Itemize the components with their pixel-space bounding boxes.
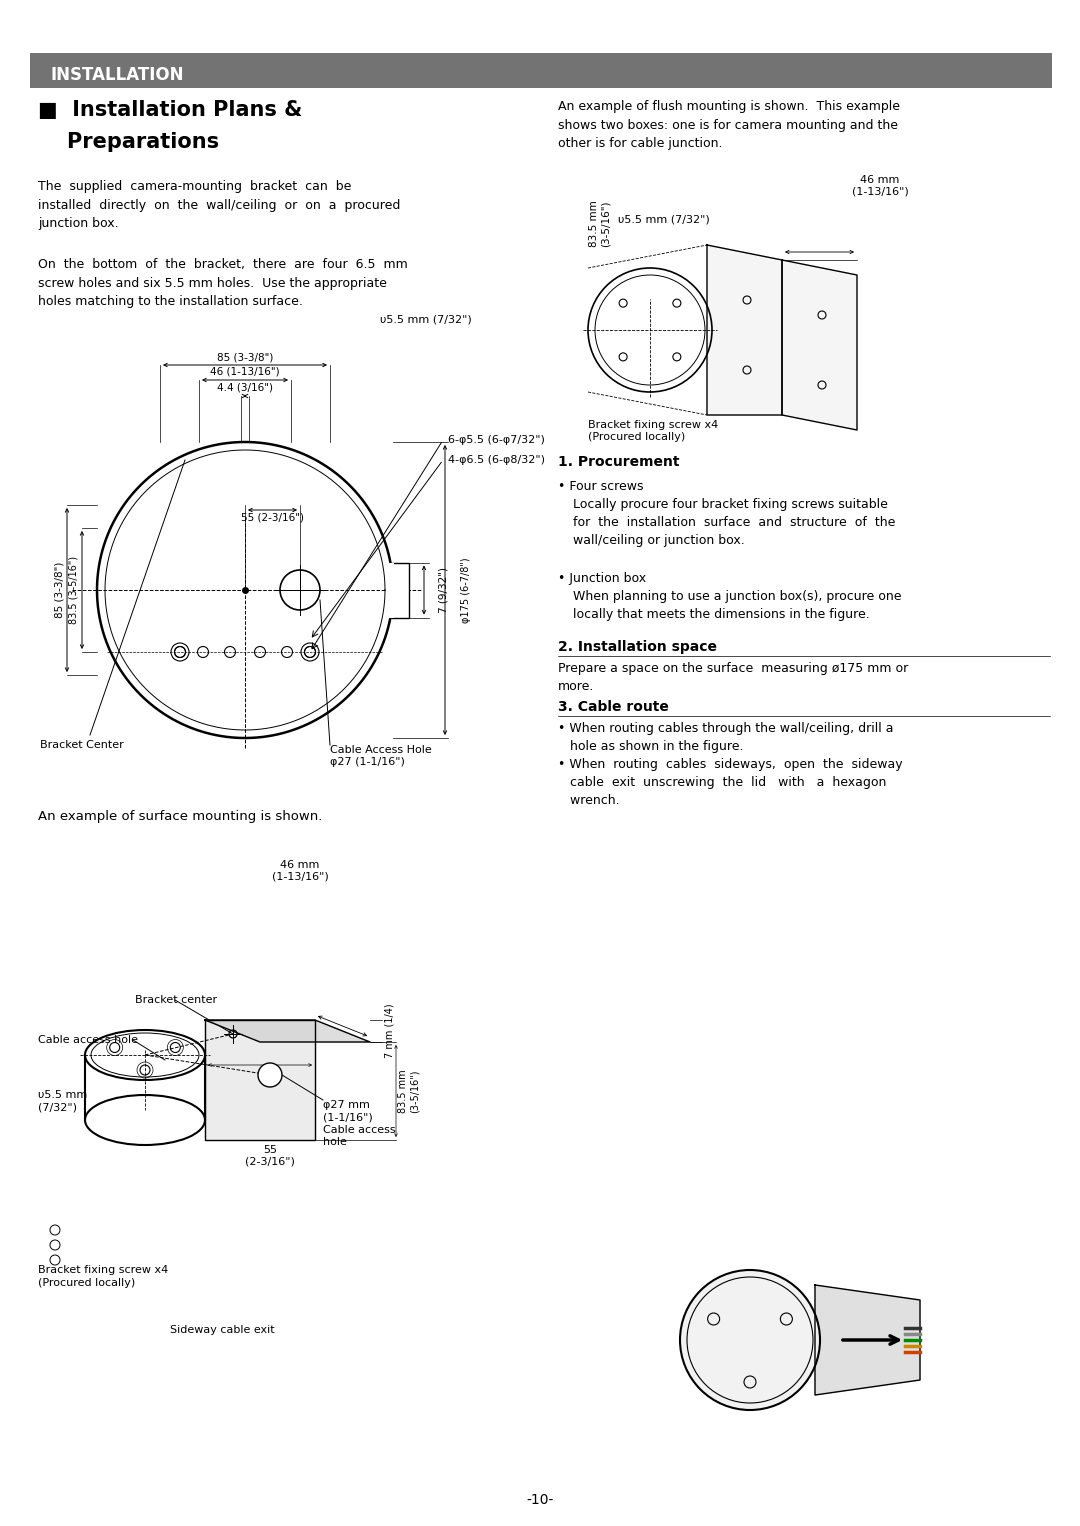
Bar <box>386 563 394 618</box>
Text: 85 (3-3/8"): 85 (3-3/8") <box>54 562 64 618</box>
Text: When planning to use a junction box(s), procure one
locally that meets the dimen: When planning to use a junction box(s), … <box>573 591 902 621</box>
Polygon shape <box>815 1285 920 1395</box>
Circle shape <box>781 1312 793 1325</box>
Polygon shape <box>205 1019 370 1042</box>
Polygon shape <box>205 1019 315 1140</box>
Text: -10-: -10- <box>526 1492 554 1508</box>
Text: 1. Procurement: 1. Procurement <box>558 455 679 468</box>
Text: 2. Installation space: 2. Installation space <box>558 639 717 655</box>
Text: • When  routing  cables  sideways,  open  the  sideway
   cable  exit  unscrewin: • When routing cables sideways, open the… <box>558 758 903 807</box>
Text: • Junction box: • Junction box <box>558 572 646 584</box>
Text: 7 (9/32"): 7 (9/32") <box>438 568 449 613</box>
Text: Bracket fixing screw x4
(Procured locally): Bracket fixing screw x4 (Procured locall… <box>588 420 718 441</box>
Text: ■  Installation Plans &: ■ Installation Plans & <box>38 101 302 121</box>
Text: Locally procure four bracket fixing screws suitable
for  the  installation  surf: Locally procure four bracket fixing scre… <box>573 497 895 546</box>
Text: • When routing cables through the wall/ceiling, drill a
   hole as shown in the : • When routing cables through the wall/c… <box>558 722 893 752</box>
Text: Cable access hole: Cable access hole <box>38 1035 138 1045</box>
Text: 83.5 mm
(3-5/16"): 83.5 mm (3-5/16") <box>399 1070 420 1112</box>
Text: On  the  bottom  of  the  bracket,  there  are  four  6.5  mm
screw holes and si: On the bottom of the bracket, there are … <box>38 258 408 308</box>
Text: 85 (3-3/8"): 85 (3-3/8") <box>217 353 273 362</box>
Text: υ5.5 mm (7/32"): υ5.5 mm (7/32") <box>618 215 710 224</box>
Text: • Four screws: • Four screws <box>558 481 644 493</box>
Text: 55
(2-3/16"): 55 (2-3/16") <box>245 1144 295 1166</box>
Text: Bracket Center: Bracket Center <box>40 740 124 749</box>
Text: 46 mm
(1-13/16"): 46 mm (1-13/16") <box>852 175 908 197</box>
Text: INSTALLATION: INSTALLATION <box>50 66 184 84</box>
Text: 83.5 mm
(3-5/16"): 83.5 mm (3-5/16") <box>590 200 611 247</box>
Text: Bracket fixing screw x4
(Procured locally): Bracket fixing screw x4 (Procured locall… <box>38 1265 168 1288</box>
Text: 4.4 (3/16"): 4.4 (3/16") <box>217 383 273 394</box>
Text: 7 mm (1/4): 7 mm (1/4) <box>384 1004 394 1059</box>
Text: 83.5 (3-5/16"): 83.5 (3-5/16") <box>69 555 79 624</box>
Text: 46 (1-13/16"): 46 (1-13/16") <box>211 366 280 377</box>
Text: 46 mm
(1-13/16"): 46 mm (1-13/16") <box>272 861 328 882</box>
Text: Prepare a space on the surface  measuring ø175 mm or
more.: Prepare a space on the surface measuring… <box>558 662 908 693</box>
Text: Cable Access Hole
φ27 (1-1/16"): Cable Access Hole φ27 (1-1/16") <box>330 745 432 766</box>
Text: 3. Cable route: 3. Cable route <box>558 700 669 714</box>
Circle shape <box>680 1270 820 1410</box>
Text: 55 (2-3/16"): 55 (2-3/16") <box>241 513 303 523</box>
Text: φ175 (6-7/8"): φ175 (6-7/8") <box>461 557 471 623</box>
Text: Bracket center: Bracket center <box>135 995 217 1006</box>
Bar <box>30 53 1052 89</box>
Text: An example of surface mounting is shown.: An example of surface mounting is shown. <box>38 810 322 823</box>
Text: Preparations: Preparations <box>38 133 219 153</box>
Polygon shape <box>782 259 858 430</box>
Polygon shape <box>707 246 782 415</box>
Text: Sideway cable exit: Sideway cable exit <box>170 1325 274 1335</box>
Text: υ5.5 mm
(7/32"): υ5.5 mm (7/32") <box>38 1090 87 1112</box>
Text: 6-φ5.5 (6-φ7/32"): 6-φ5.5 (6-φ7/32") <box>448 435 545 446</box>
Text: υ5.5 mm (7/32"): υ5.5 mm (7/32") <box>380 314 472 325</box>
Text: 4-φ6.5 (6-φ8/32"): 4-φ6.5 (6-φ8/32") <box>448 455 545 465</box>
Bar <box>391 563 409 618</box>
Circle shape <box>258 1064 282 1087</box>
Circle shape <box>744 1376 756 1389</box>
Text: φ27 mm
(1-1/16")
Cable access
hole: φ27 mm (1-1/16") Cable access hole <box>323 1100 395 1148</box>
Text: The  supplied  camera-mounting  bracket  can  be
installed  directly  on  the  w: The supplied camera-mounting bracket can… <box>38 180 401 230</box>
Text: An example of flush mounting is shown.  This example
shows two boxes: one is for: An example of flush mounting is shown. T… <box>558 101 900 150</box>
Circle shape <box>707 1312 719 1325</box>
